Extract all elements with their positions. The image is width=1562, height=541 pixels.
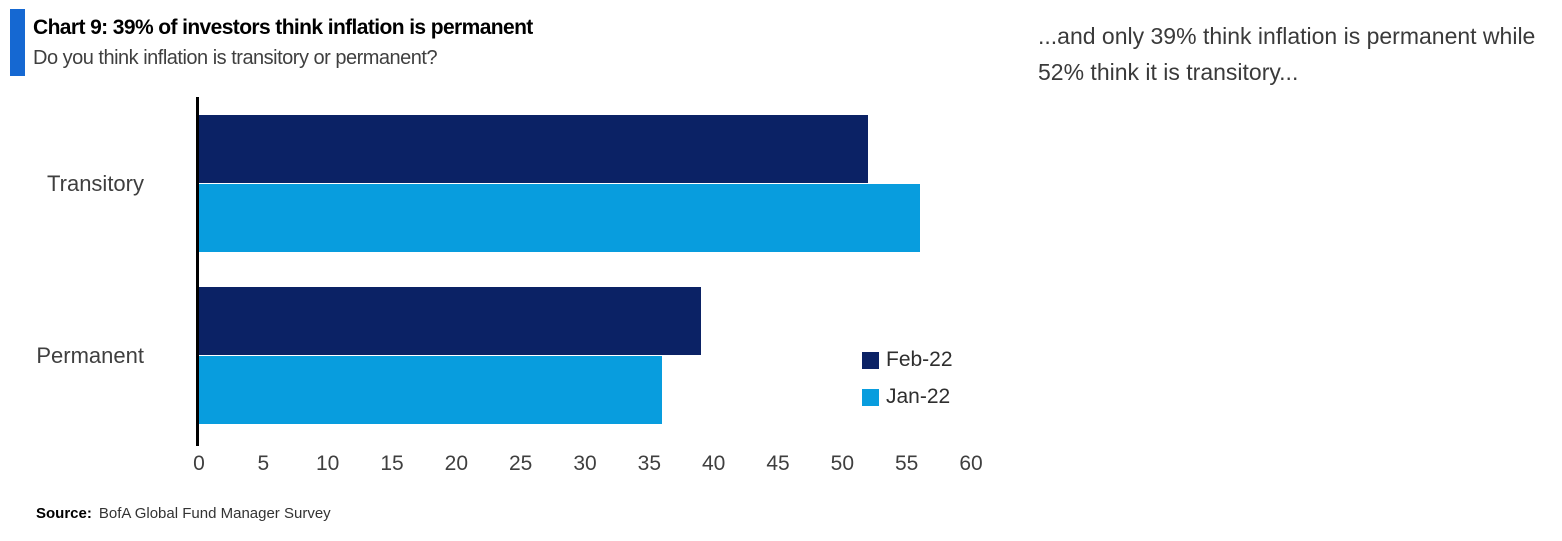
x-tick-label-0: 0 <box>193 452 205 475</box>
chart-title: Chart 9: 39% of investors think inflatio… <box>33 16 533 39</box>
category-label-permanent: Permanent <box>36 342 144 368</box>
x-tick-label-35: 35 <box>637 452 662 475</box>
x-tick-label-40: 40 <box>701 452 726 475</box>
source-label: Source: <box>36 505 92 522</box>
x-tick-label-50: 50 <box>830 452 855 475</box>
legend-swatch-icon <box>862 388 879 406</box>
bar-jan-22-permanent <box>199 356 663 424</box>
x-axis-ticks: 0 5 10 15 20 25 30 35 40 45 50 55 60 <box>193 452 983 480</box>
category-labels: Transitory Permanent <box>20 97 170 445</box>
source-text: BofA Global Fund Manager Survey <box>98 505 331 522</box>
bar-feb-22-permanent <box>199 287 701 355</box>
category-label-transitory: Transitory <box>47 170 144 196</box>
chart-subtitle: Do you think inflation is transitory or … <box>33 47 438 69</box>
plot-area <box>199 97 971 445</box>
legend: Feb-22 Jan-22 <box>862 348 953 409</box>
x-tick-label-30: 30 <box>573 452 597 475</box>
x-tick-label-10: 10 <box>315 452 340 475</box>
legend-label: Jan-22 <box>886 385 951 408</box>
y-axis-line <box>196 97 199 446</box>
x-tick-label-60: 60 <box>959 452 983 475</box>
x-tick-label-15: 15 <box>380 452 404 475</box>
x-tick-label-5: 5 <box>257 452 270 475</box>
x-tick-label-25: 25 <box>508 452 533 475</box>
annotation-text: ...and only 39% think inflation is perma… <box>1038 23 1536 85</box>
bar-jan-22-transitory <box>199 184 920 252</box>
x-tick-label-20: 20 <box>444 452 469 475</box>
legend-item-feb-22: Feb-22 <box>862 348 953 372</box>
x-tick-label-55: 55 <box>894 452 919 475</box>
legend-item-jan-22: Jan-22 <box>862 385 953 409</box>
bar-feb-22-transitory <box>199 115 869 183</box>
source-line: Source: BofA Global Fund Manager Survey <box>36 505 331 522</box>
x-tick-label-45: 45 <box>766 452 790 475</box>
legend-label: Feb-22 <box>886 348 953 371</box>
title-accent-bar <box>10 9 25 76</box>
legend-swatch-icon <box>862 351 879 369</box>
